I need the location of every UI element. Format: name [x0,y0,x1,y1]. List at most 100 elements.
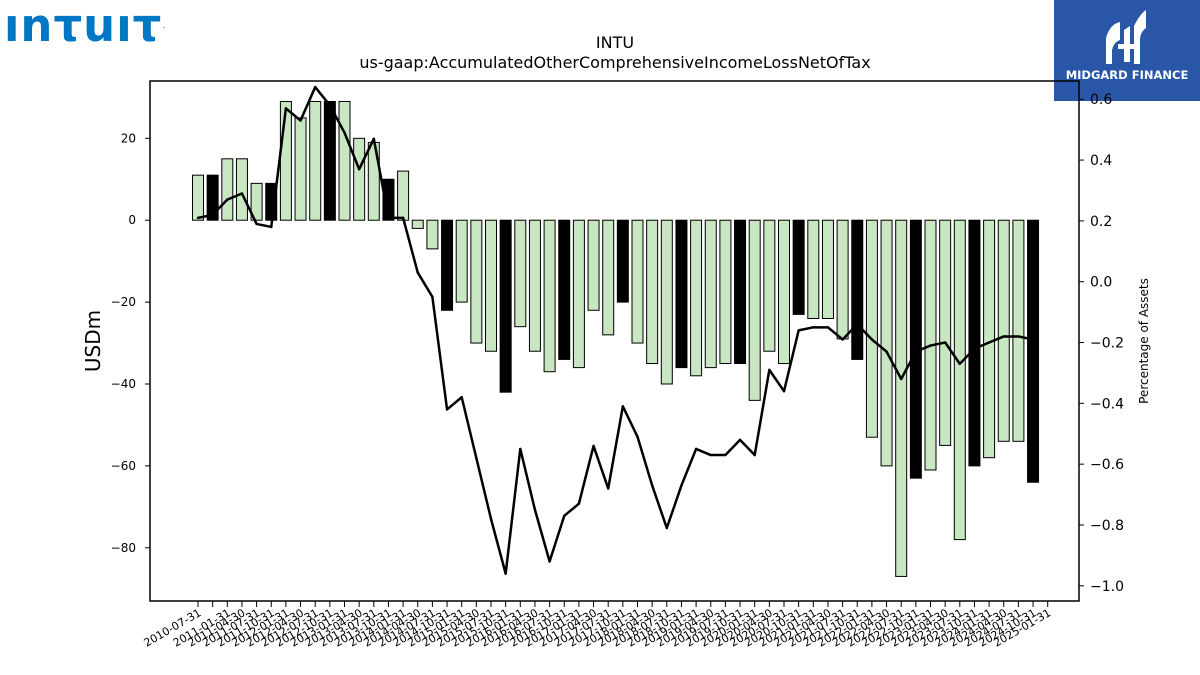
bar-2018-10-31 [675,219,688,369]
line-point-2016-07-31 [548,560,551,563]
bar-2015-10-31 [499,219,512,393]
chart-title: INTU [596,33,634,52]
line-point-2022-10-31 [914,350,918,353]
line-point-2014-01-31 [401,216,405,220]
bar-2012-04-30 [294,117,307,221]
y2-tick-label: −0.2 [1090,336,1124,352]
line-point-2019-10-31 [738,438,742,442]
line-point-2018-01-31 [636,435,639,438]
line-point-2013-01-31 [343,131,346,134]
y-axis-left: −80 −60 −40 −20 0 20 [111,131,150,555]
bar-2024-07-31 [1012,219,1025,442]
line-point-2015-01-31 [460,396,463,399]
line-point-2017-04-30 [592,444,595,448]
bar-2023-04-30 [939,219,952,446]
y2-axis-label: Percentage of Assets [1137,278,1151,404]
y-axis-label: USDm [81,310,105,372]
line-point-2017-07-31 [607,487,610,490]
bar-2017-07-31 [602,219,615,336]
bar-2014-10-31 [441,219,454,311]
line-point-2022-07-31 [900,377,903,381]
line-point-2011-10-31 [270,225,273,229]
bar-2021-01-31 [807,219,820,319]
line-point-2020-01-31 [753,453,756,457]
line-point-2012-07-31 [314,85,317,89]
line-point-2014-04-30 [416,271,419,274]
y2-tick-label: 0.6 [1090,92,1112,108]
bar-2011-04-30 [235,158,248,221]
bar-2011-07-31 [250,182,263,221]
line-point-2020-04-30 [768,368,771,372]
y-tick-label: 20 [121,131,136,145]
line-point-2021-01-31 [812,326,815,329]
intuit-logo: ınτuıτ. [4,2,165,50]
line-point-2012-01-31 [284,107,288,110]
line-point-2024-10-31 [1031,338,1035,341]
bar-2021-07-31 [836,219,849,340]
bar-2016-04-30 [528,219,541,352]
bar-2020-04-30 [763,219,776,352]
bar-2020-01-31 [748,219,761,401]
line-point-2010-10-31 [211,213,214,216]
midgard-logo-text: MIDGARD FINANCE [1065,68,1189,82]
intuit-logo-mark: . [162,21,166,31]
bar-2018-04-30 [646,219,659,365]
bar-2015-07-31 [485,219,497,352]
y2-tick-label: 0.4 [1090,153,1112,169]
line-point-2016-10-31 [563,514,566,518]
bar-2020-07-31 [778,219,790,365]
bar-2017-10-31 [616,219,629,303]
y-tick-label: −40 [111,377,136,391]
line-point-2024-01-31 [987,341,991,344]
line-point-2021-07-31 [841,338,844,341]
line-point-2019-07-31 [724,453,727,457]
bar-2018-01-31 [631,219,644,344]
bar-2016-07-31 [543,219,556,373]
bar-2010-10-31 [206,174,219,221]
line-point-2022-01-31 [870,338,874,341]
line-point-2018-07-31 [665,526,668,530]
line-point-2023-07-31 [958,362,961,366]
line-point-2024-07-31 [1017,335,1020,338]
y-axis-right: −1.0 −0.8 −0.6 −0.4 −0.2 0.0 0.2 0.4 0.6 [1079,92,1124,595]
y2-tick-label: −0.4 [1090,396,1124,412]
bar-2012-01-31 [279,100,292,221]
bar-2024-04-30 [997,219,1010,442]
line-point-2023-01-31 [929,344,932,347]
y-tick-label: −80 [111,541,136,555]
line-point-2011-04-30 [240,192,244,195]
bar-2023-07-31 [953,219,966,541]
line-point-2015-10-31 [504,572,507,575]
line-point-2019-04-30 [709,453,712,457]
line-point-2012-10-31 [328,104,332,107]
plot-frame [149,80,1080,602]
line-point-2018-10-31 [680,484,683,487]
line-point-2019-01-31 [694,447,698,451]
y-tick-label: −60 [111,459,136,473]
bar-2013-04-30 [353,137,366,221]
bar-2012-10-31 [323,100,336,221]
series-line [197,85,1034,575]
bar-2021-10-31 [851,219,864,360]
y2-tick-label: −0.8 [1090,518,1124,534]
y-tick-label: 0 [128,213,136,227]
y2-tick-label: −0.6 [1090,457,1124,473]
line-point-2020-07-31 [782,389,786,393]
line-point-2015-07-31 [489,517,493,521]
line-point-2018-04-30 [650,484,654,487]
bar-2016-10-31 [558,219,571,360]
bar-2022-07-31 [895,219,908,577]
line-point-2020-10-31 [797,329,800,332]
line-point-2011-01-31 [226,198,229,201]
y2-tick-label: −1.0 [1090,579,1124,595]
line-point-2013-07-31 [372,137,375,140]
y2-tick-label: 0.0 [1090,275,1112,291]
line-point-2021-04-30 [826,326,830,329]
bar-2010-07-31 [192,174,204,221]
intuit-logo-text: ınτuıτ [4,0,163,52]
line-point-2021-10-31 [856,323,859,326]
bar-2022-04-30 [880,219,893,467]
line-point-2012-04-30 [299,119,302,122]
bar-2020-10-31 [792,219,805,315]
